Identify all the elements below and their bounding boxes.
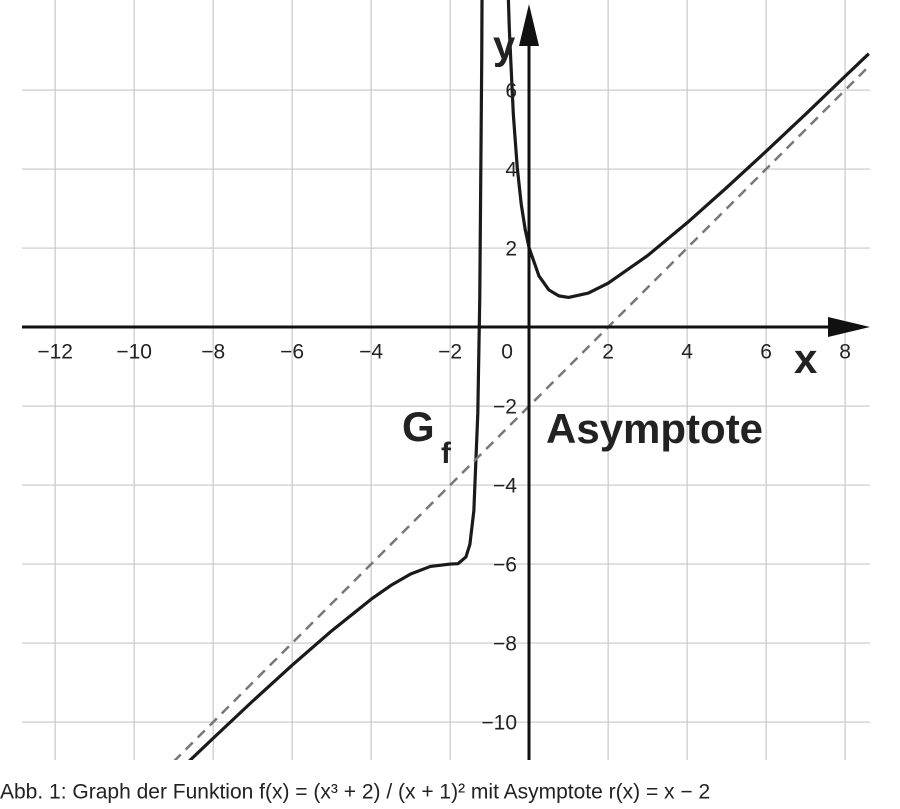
y-tick-label: −6 xyxy=(493,554,517,577)
y-tick-label: −10 xyxy=(481,712,517,735)
y-tick-label: −8 xyxy=(493,633,517,656)
y-axis-label: y xyxy=(493,24,516,68)
x-axis-arrow xyxy=(828,317,870,337)
x-tick-label: −8 xyxy=(201,341,225,364)
x-tick-label: −4 xyxy=(359,341,383,364)
y-axis-arrow xyxy=(519,4,539,46)
series-line xyxy=(188,0,870,760)
y-tick-label: −4 xyxy=(493,475,517,498)
x-tick-label: −6 xyxy=(280,341,304,364)
y-tick-label: −2 xyxy=(493,396,517,419)
x-axis-label: x xyxy=(794,335,818,382)
x-tick-label: −12 xyxy=(37,341,73,364)
caption: Abb. 1: Graph der Funktion f(x) = (x³ + … xyxy=(0,781,710,804)
y-tick-label: 2 xyxy=(505,238,517,261)
x-tick-label: −2 xyxy=(438,341,462,364)
series-line xyxy=(173,64,870,760)
x-tick-label: 0 xyxy=(501,341,513,364)
y-tick-label: 6 xyxy=(505,80,517,103)
x-tick-label: 4 xyxy=(681,341,693,364)
x-tick-label: −10 xyxy=(116,341,152,364)
x-tick-label: 2 xyxy=(602,341,614,364)
annotation-subscript: f xyxy=(441,437,452,470)
annotation: Asymptote xyxy=(546,405,763,452)
x-tick-label: 8 xyxy=(839,341,851,364)
x-tick-label: 6 xyxy=(760,341,772,364)
y-tick-label: 4 xyxy=(505,159,517,182)
annotation: G xyxy=(402,403,435,450)
